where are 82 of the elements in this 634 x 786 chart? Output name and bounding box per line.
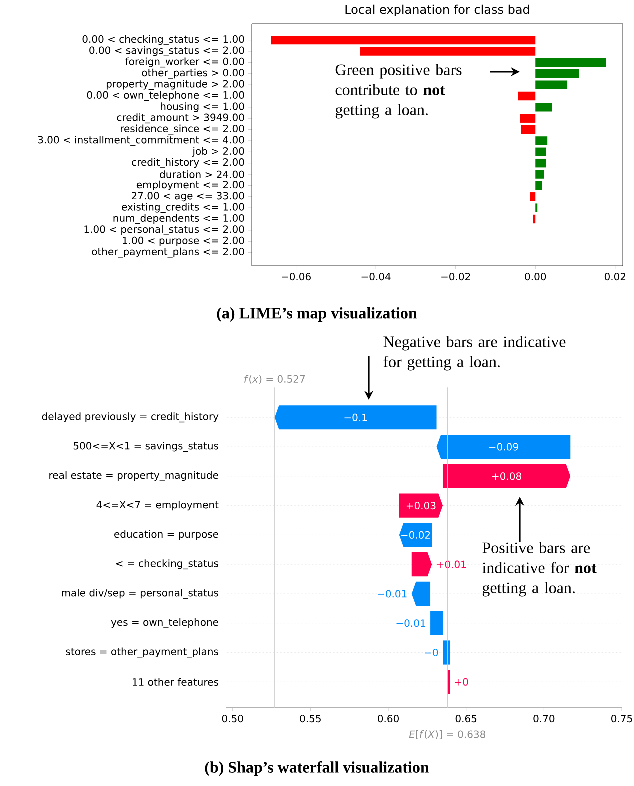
data-label: +0 [455,678,468,686]
ref-line-label: E[f(X)] = 0.638 [409,730,486,740]
data-label: −0.01 [396,620,426,628]
y-tick-label: existing_credits <= 1.00 [122,203,244,214]
bar [536,103,552,112]
x-tick-label: 0.00 [525,273,546,281]
y-tick-label: real estate = property_magnitude [50,471,218,482]
y-tick-label: 3.00 < installment_commitment <= 4.00 [38,136,244,146]
y-tick-label: 1.00 < purpose <= 2.00 [123,236,244,246]
bar [442,640,450,665]
y-tick-label: other_parties > 0.00 [142,68,244,79]
data-label: +0.01 [437,560,466,568]
annotation: Green positive bars contribute to not getting a loan. [336,64,462,119]
bar [536,170,544,179]
x-tick-label: 0.65 [456,715,477,723]
bar [530,192,536,202]
y-tick-label: residence_since <= 2.00 [121,124,244,135]
bar [271,36,536,45]
data-label: −0.01 [378,590,407,598]
y-tick-label: 0.00 < savings_status <= 2.00 [90,46,244,56]
x-tick-label: −0.04 [362,273,391,281]
y-tick-label: num_dependents <= 1.00 [114,214,244,224]
x-tick-label: −0.02 [442,273,470,281]
ref-line-label: f(x) = 0.527 [244,375,305,384]
x-tick-label: 0.55 [300,715,321,723]
y-tick-label: male div/sep = personal_status [62,588,218,599]
bar [536,58,606,68]
data-label: +0.08 [492,472,522,480]
data-label: +0.03 [406,502,436,510]
bar [436,434,571,460]
text: (b) Shap’s waterfall visualization [205,762,430,776]
bar [536,136,548,146]
bar [518,92,536,101]
y-tick-label: employment <= 2.00 [136,180,244,191]
y-tick-label: property_magnitude > 2.00 [106,80,244,90]
bar [536,181,542,190]
y-tick-label: job > 2.00 [192,147,244,157]
text: (a) LIME’s map visualization [217,308,418,322]
y-tick-label: 27.00 < age <= 33.00 [132,192,244,202]
bar [536,158,546,168]
x-tick-label: 0.75 [612,715,632,723]
y-tick-label: duration > 24.00 [160,170,244,178]
bar [520,114,536,123]
data-label: −0.02 [401,531,430,539]
y-tick-label: 0.00 < own_telephone <= 1.00 [87,91,244,102]
bar [360,47,536,56]
x-tick-label: 0.02 [604,273,626,281]
y-tick-label: < = checking_status [116,560,218,570]
data-label: −0.1 [344,414,368,422]
x-tick-label: 0.70 [534,715,555,723]
bar [533,214,536,224]
bar [274,406,437,430]
y-tick-label: credit_amount > 3949.00 [117,114,244,124]
y-tick-label: 11 other features [133,678,218,686]
bar [430,611,443,636]
x-tick-label: 0.50 [222,715,244,723]
data-label: −0.09 [489,443,518,451]
text: Negative bars are indicative for getting a loan. [384,336,566,371]
bar [536,148,546,157]
y-tick-label: housing <= 1.00 [161,102,244,112]
y-tick-label: 4<=X<7 = employment [96,500,219,511]
y-tick-label: 1.00 < personal_status <= 2.00 [84,225,244,236]
y-tick-label: education = purpose [114,530,218,540]
chart-title: Local explanation for class bad [346,4,530,16]
y-tick-label: other_payment_plans <= 2.00 [92,248,244,258]
bar [536,70,580,78]
y-tick-label: credit_history <= 2.00 [132,158,244,168]
bar [536,80,568,90]
y-tick-label: delayed previously = credit_history [42,412,219,423]
y-tick-label: 0.00 < checking_status <= 1.00 [82,35,244,46]
x-tick-label: −0.06 [282,273,311,281]
y-tick-label: foreign_worker <= 0.00 [126,58,244,68]
y-tick-label: stores = other_payment_plans [66,648,218,658]
bar [399,523,432,548]
y-tick-label: 500<=X<1 = savings_status [74,442,218,452]
y-tick-label: yes = own_telephone [111,618,218,628]
bar [399,494,443,518]
bar [442,464,571,488]
annotation: Positive bars are indicative for not getting a loan. [482,542,597,597]
data-label: −0 [425,648,438,657]
bar [521,125,536,134]
x-tick-label: 0.60 [378,715,399,723]
